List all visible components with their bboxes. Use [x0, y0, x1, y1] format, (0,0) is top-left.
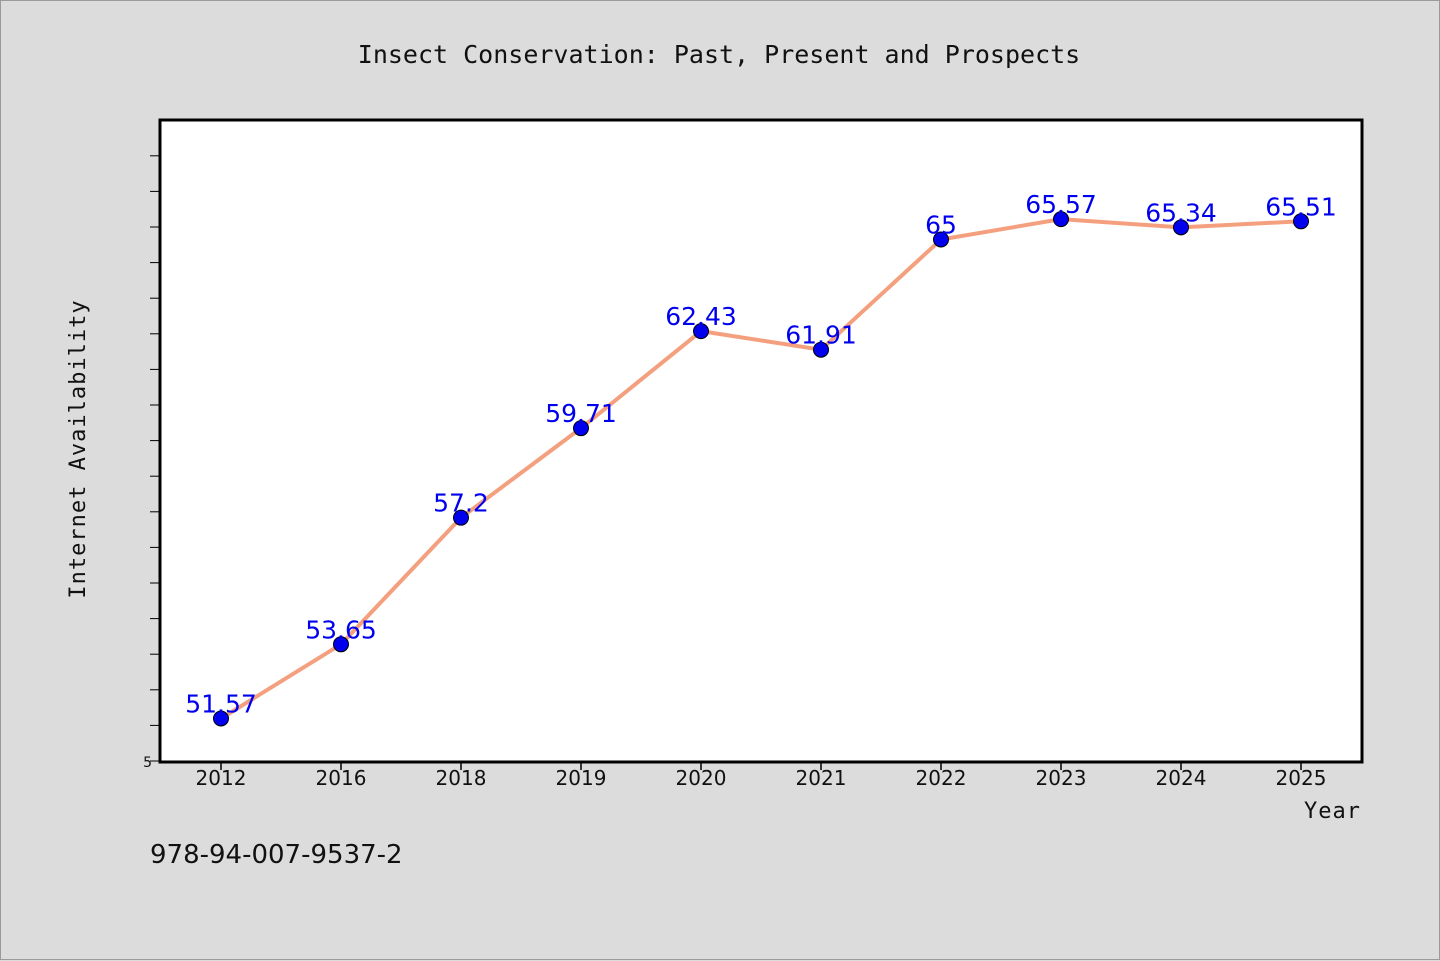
data-point	[213, 710, 229, 727]
data-label: 65.34	[1145, 198, 1217, 227]
data-point	[693, 323, 709, 340]
x-tick-label: 2021	[796, 766, 847, 790]
data-label: 61.91	[785, 321, 857, 350]
data-label: 65	[925, 210, 957, 239]
data-label: 62.43	[665, 302, 737, 331]
x-tick-label: 2012	[196, 766, 247, 790]
isbn-text: 978-94-007-9537-2	[150, 840, 403, 870]
x-tick-label: 2023	[1036, 766, 1087, 790]
x-tick-label: 2022	[916, 766, 967, 790]
series-layer: 51.57 53.65 57.2 59.71 62.43 61.91 65 65.57 65.3…	[185, 190, 1337, 727]
data-point	[1293, 213, 1309, 230]
data-point	[933, 231, 949, 248]
data-point	[333, 636, 349, 653]
data-label: 65.51	[1265, 192, 1337, 221]
data-point	[453, 509, 469, 526]
y-tick-label: 5	[143, 755, 152, 771]
data-label: 53.65	[305, 615, 377, 644]
data-label: 57.2	[433, 489, 489, 518]
data-point	[1053, 211, 1069, 228]
x-axis-ticks: 2012 2016 2018 2019 2020 2021 2022 2023 2024 2025	[196, 762, 1327, 790]
data-label: 59.71	[545, 399, 617, 428]
data-point	[573, 420, 589, 437]
y-axis-ticks: 5	[143, 155, 160, 771]
x-tick-label: 2016	[316, 766, 367, 790]
data-point	[813, 341, 829, 358]
x-tick-label: 2025	[1276, 766, 1327, 790]
x-tick-label: 2019	[556, 766, 607, 790]
x-tick-label: 2020	[676, 766, 727, 790]
data-label: 65.57	[1025, 190, 1097, 219]
x-axis-label: Year	[1304, 799, 1361, 824]
x-tick-label: 2018	[436, 766, 487, 790]
data-label: 51.57	[185, 689, 257, 718]
x-tick-label: 2024	[1156, 766, 1207, 790]
y-axis-label: Internet Availability	[66, 299, 91, 598]
series-line	[219, 217, 1302, 721]
chart-title: Insect Conservation: Past, Present and P…	[358, 40, 1080, 69]
data-point	[1173, 219, 1189, 236]
